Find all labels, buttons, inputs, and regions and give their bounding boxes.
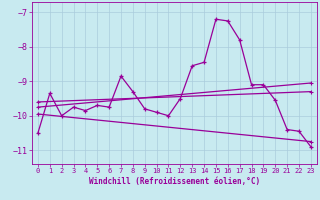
X-axis label: Windchill (Refroidissement éolien,°C): Windchill (Refroidissement éolien,°C) (89, 177, 260, 186)
